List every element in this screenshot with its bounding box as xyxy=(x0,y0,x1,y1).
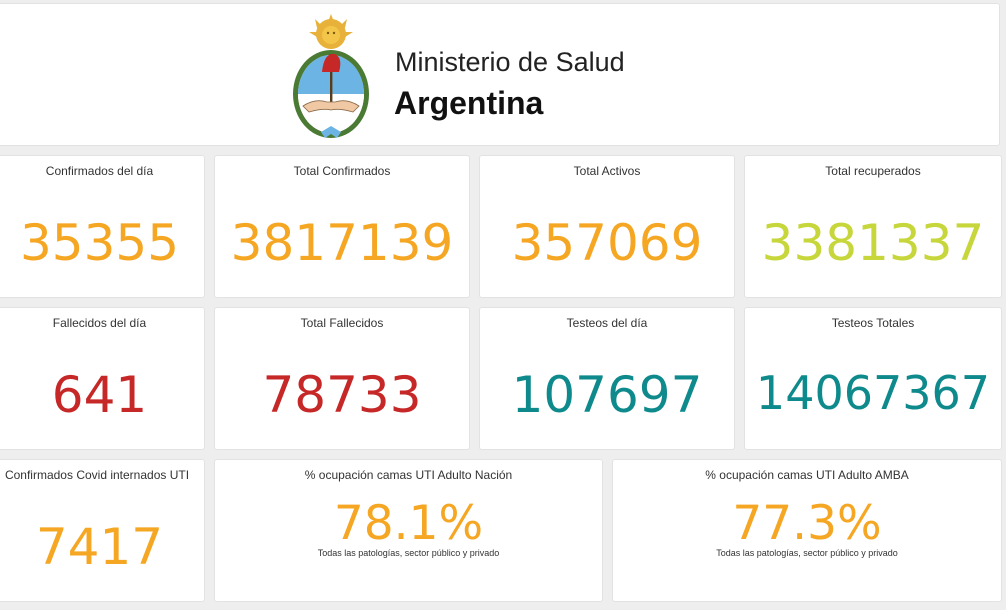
card-confirmados-dia: Confirmados del día 35355 xyxy=(0,155,205,298)
card-ocupacion-amba: % ocupación camas UTI Adulto AMBA 77.3% … xyxy=(612,459,1002,602)
card-title: Confirmados Covid internados UTI xyxy=(4,468,190,482)
card-value: 7417 xyxy=(35,518,164,576)
card-testeos-dia: Testeos del día 107697 xyxy=(479,307,735,450)
card-title: Total Activos xyxy=(573,164,641,178)
card-total-activos: Total Activos 357069 xyxy=(479,155,735,298)
card-internados-uti: Confirmados Covid internados UTI 7417 xyxy=(0,459,205,602)
card-total-fallecidos: Total Fallecidos 78733 xyxy=(214,307,470,450)
card-value: 78733 xyxy=(262,366,422,424)
country-name: Argentina xyxy=(394,85,544,121)
card-note: Todas las patologías, sector público y p… xyxy=(317,548,500,558)
card-value: 357069 xyxy=(511,214,703,272)
card-value: 3381337 xyxy=(761,214,985,272)
card-title: Total recuperados xyxy=(825,164,921,178)
card-testeos-totales: Testeos Totales 14067367 xyxy=(744,307,1002,450)
card-value: 641 xyxy=(51,366,148,424)
ministry-name: Ministerio de Salud xyxy=(395,47,625,77)
card-title: % ocupación camas UTI Adulto Nación xyxy=(304,468,513,482)
card-title: % ocupación camas UTI Adulto AMBA xyxy=(705,468,909,482)
card-value: 35355 xyxy=(19,214,180,272)
card-value: 78.1% xyxy=(333,496,484,551)
card-total-recuperados: Total recuperados 3381337 xyxy=(744,155,1002,298)
card-title: Testeos del día xyxy=(566,316,648,330)
card-value: 77.3% xyxy=(732,496,882,551)
card-note: Todas las patologías, sector público y p… xyxy=(716,548,898,558)
card-title: Testeos Totales xyxy=(831,316,915,330)
card-value: 14067367 xyxy=(755,366,991,420)
card-title: Total Confirmados xyxy=(293,164,391,178)
card-ocupacion-nacion: % ocupación camas UTI Adulto Nación 78.1… xyxy=(214,459,603,602)
card-fallecidos-dia: Fallecidos del día 641 xyxy=(0,307,205,450)
argentina-coat-of-arms-logo xyxy=(293,14,369,138)
header-banner: Ministerio de Salud Argentina xyxy=(0,3,1000,146)
card-value: 107697 xyxy=(511,366,703,424)
card-title: Total Fallecidos xyxy=(300,316,384,330)
card-title: Confirmados del día xyxy=(45,164,154,178)
card-total-confirmados: Total Confirmados 3817139 xyxy=(214,155,470,298)
card-title: Fallecidos del día xyxy=(52,316,147,330)
card-value: 3817139 xyxy=(230,214,454,272)
